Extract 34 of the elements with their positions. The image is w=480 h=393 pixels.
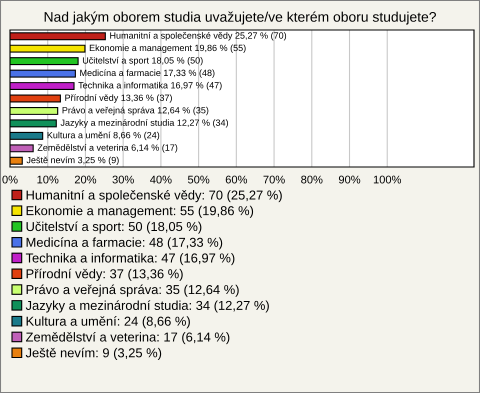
data-label: Jazyky a mezinárodní studia 12,27 % (34) [60,119,228,128]
legend-label: Přírodní vědy: 37 (13,36 %) [26,268,183,281]
data-label: Zemědělství a veterina 6,14 % (17) [38,144,178,153]
legend-label: Medicína a farmacie: 48 (17,33 %) [26,237,222,250]
legend-label: Ještě nevím: 9 (3,25 %) [26,348,162,360]
legend-label: Učitelství a sport: 50 (18,05 %) [26,221,202,234]
x-tick-label: 50% [188,176,210,184]
x-tick-label: 80% [301,176,323,184]
legend-label: Technika a informatika: 47 (16,97 %) [26,253,234,266]
data-label: Kultura a umění 8,66 % (24) [48,132,160,140]
data-label: Přírodní vědy 13,36 % (37) [65,94,172,103]
data-label: Učitelství a sport 18,05 % (50) [82,56,203,66]
legend-label: Ekonomie a management: 55 (19,86 %) [26,206,254,218]
x-tick-label: 70% [264,176,285,184]
x-tick-label: 30% [112,176,134,184]
x-tick-label: 20% [74,176,96,184]
x-tick-label: 0% [2,176,18,184]
chart-title: Nad jakým oborem studia uvažujete/ve kterém oboru studujete? [44,11,436,25]
x-tick-label: 40% [150,176,172,184]
x-tick-label: 100% [374,176,402,184]
legend-label: Zemědělství a veterina: 17 (6,14 %) [26,332,230,344]
legend-label: Humanitní a společenské vědy: 70 (25,27 %) [26,190,282,202]
data-label: Ekonomie a management 19,86 % (55) [90,44,246,53]
data-label: Humanitní a společenské vědy 25,27 % (70) [110,32,286,40]
legend-label: Právo a veřejná správa: 35 (12,64 %) [26,284,239,297]
x-tick-label: 90% [338,176,360,184]
data-label: Ještě nevím 3,25 % (9) [26,156,119,166]
data-label: Medicína a farmacie 17,33 % (48) [80,69,214,78]
x-tick-label: 60% [226,176,248,184]
data-label: Technika a informatika 16,97 % (47) [78,82,222,90]
legend-label: Kultura a umění: 24 (8,66 %) [26,316,190,328]
legend-label: Jazyky a mezinárodní studia: 34 (12,27 %) [26,300,269,313]
data-label: Právo a veřejná správa 12,64 % (35) [62,106,208,116]
x-tick-label: 10% [37,176,58,184]
